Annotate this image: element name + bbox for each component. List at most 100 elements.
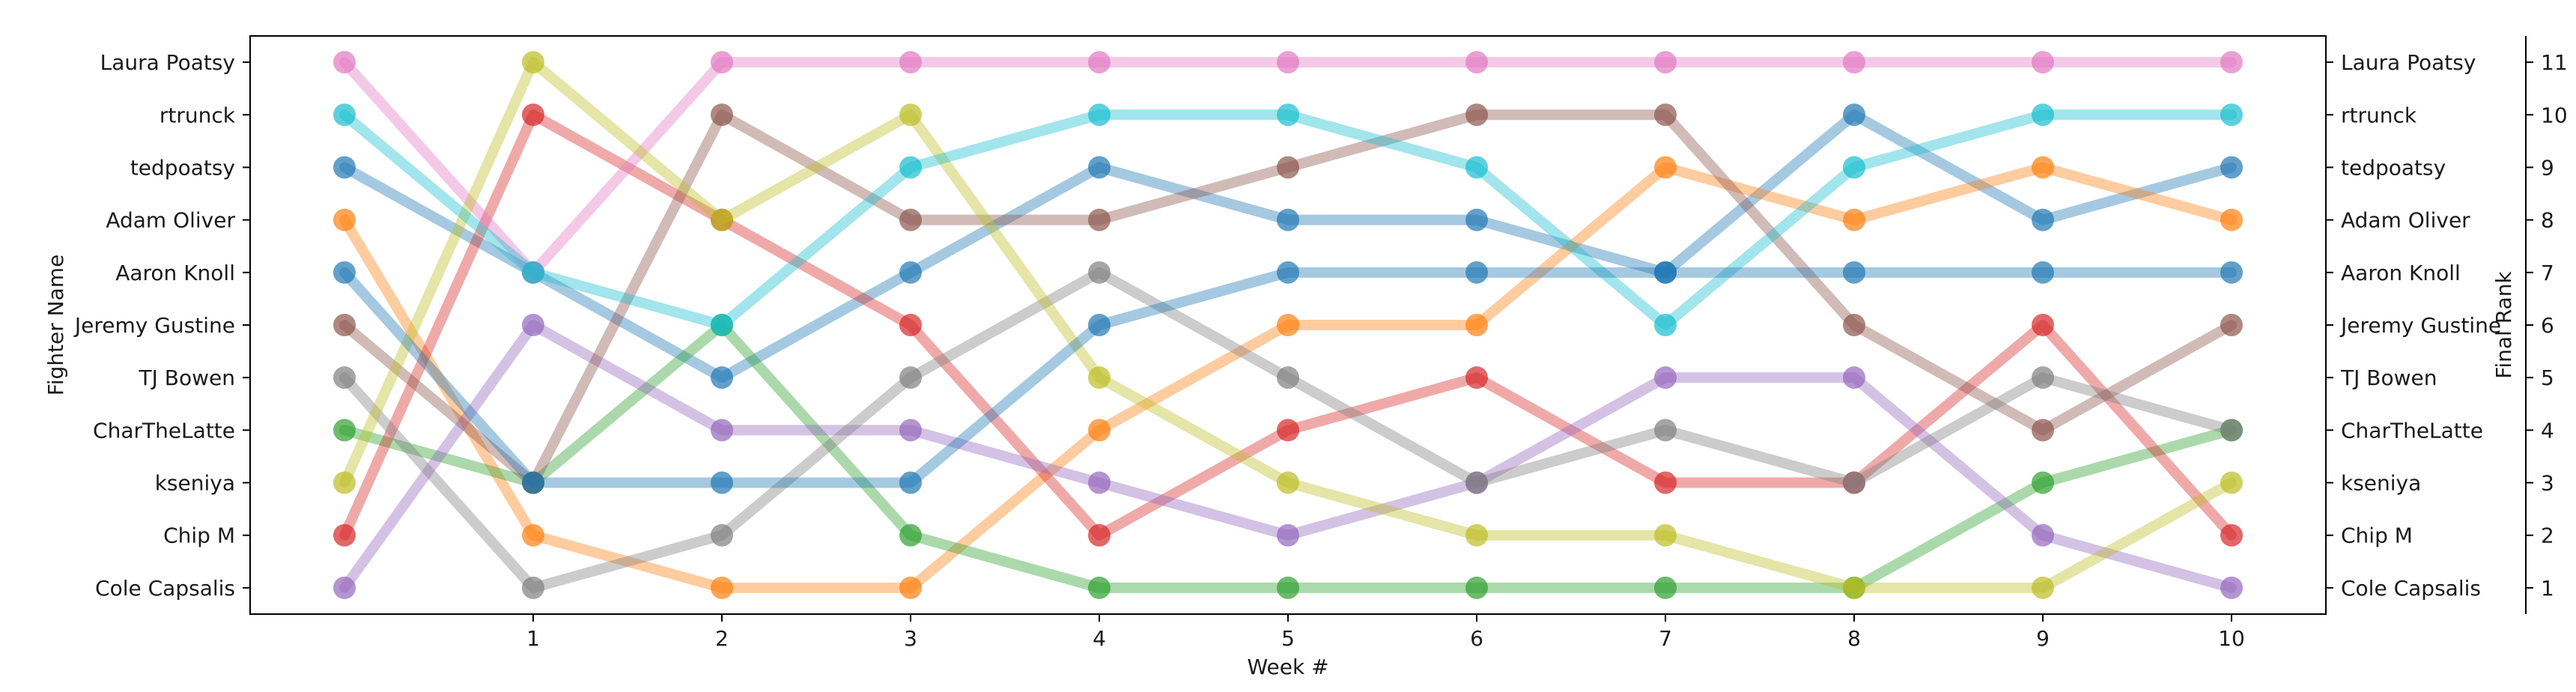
data-point — [1277, 471, 1299, 494]
y-tick-label: Cole Capsalis — [95, 576, 235, 601]
data-point — [1277, 419, 1299, 442]
data-point — [1277, 314, 1299, 336]
right-tick-label: Cole Capsalis — [2341, 576, 2481, 601]
x-tick-label: 7 — [1659, 626, 1672, 651]
data-point — [2032, 576, 2054, 599]
data-point — [1465, 51, 1488, 74]
data-point — [1654, 261, 1677, 284]
data-point — [333, 103, 356, 127]
data-point — [2220, 103, 2243, 127]
x-tick-label: 8 — [1847, 626, 1861, 651]
x-tick-label: 9 — [2036, 626, 2050, 651]
y-tick-label: TJ Bowen — [139, 365, 235, 390]
y-tick-label: Chip M — [163, 523, 235, 548]
data-point — [1088, 576, 1111, 599]
data-point — [1654, 366, 1677, 389]
data-point — [2032, 261, 2054, 284]
x-tick-label: 6 — [1470, 626, 1483, 651]
data-point — [1654, 419, 1677, 442]
data-point — [2220, 471, 2243, 494]
y-axis-title: Fighter Name — [43, 255, 68, 396]
data-point — [1088, 103, 1111, 127]
data-point — [1843, 51, 1865, 74]
series-9 — [333, 51, 2243, 599]
data-point — [711, 576, 733, 599]
data-point — [333, 51, 356, 74]
data-point — [333, 261, 356, 284]
data-point — [1088, 366, 1111, 389]
data-point — [711, 471, 733, 494]
series-10 — [333, 103, 2243, 336]
data-point — [2220, 208, 2243, 231]
right-tick-label: tedpoatsy — [2341, 155, 2446, 180]
y-tick-label: Jeremy Gustine — [73, 313, 235, 338]
data-point — [2032, 366, 2054, 389]
data-point — [2032, 419, 2054, 442]
data-point — [711, 523, 733, 547]
rank-tick-label: 4 — [2541, 418, 2554, 443]
rank-tick-label: 10 — [2541, 103, 2568, 127]
rank-tick-label: 11 — [2541, 50, 2568, 75]
series-2 — [333, 156, 2243, 599]
data-point — [711, 103, 733, 127]
series-layer — [333, 51, 2243, 599]
data-point — [1088, 523, 1111, 547]
data-point — [899, 366, 922, 389]
data-point — [899, 523, 922, 547]
data-point — [1088, 261, 1111, 284]
data-point — [522, 103, 544, 127]
y-tick-label: Aaron Knoll — [115, 261, 235, 285]
data-point — [1088, 419, 1111, 442]
data-point — [1654, 314, 1677, 336]
y-tick-label: Laura Poatsy — [100, 50, 235, 75]
data-point — [1088, 314, 1111, 336]
data-point — [899, 208, 922, 231]
series-1 — [333, 103, 2243, 389]
rank-tick-label: 6 — [2541, 313, 2554, 338]
data-point — [1654, 156, 1677, 179]
data-point — [1654, 103, 1677, 127]
data-point — [333, 419, 356, 442]
data-point — [2220, 314, 2243, 336]
data-point — [333, 208, 356, 231]
data-point — [1465, 156, 1488, 179]
data-point — [1277, 208, 1299, 231]
right-tick-label: Chip M — [2341, 523, 2413, 548]
data-point — [1843, 156, 1865, 179]
rank-tick-label: 9 — [2541, 155, 2554, 180]
data-point — [899, 51, 922, 74]
data-point — [2032, 314, 2054, 336]
right-tick-label: TJ Bowen — [2340, 365, 2437, 390]
data-point — [1465, 314, 1488, 336]
data-point — [1654, 576, 1677, 599]
data-point — [899, 471, 922, 494]
x-tick-label: 3 — [904, 626, 917, 651]
x-tick-label: 10 — [2218, 626, 2245, 651]
data-point — [333, 366, 356, 389]
data-point — [899, 103, 922, 127]
data-point — [2032, 208, 2054, 231]
data-point — [522, 261, 544, 284]
y-tick-label: rtrunck — [160, 103, 236, 127]
data-point — [522, 471, 544, 494]
data-point — [1465, 103, 1488, 127]
data-point — [1654, 51, 1677, 74]
ticks-layer: 1 2 3 4 5 6 7 8 9 10 Cole Capsalis Chip M kseniya Cha… — [73, 50, 2568, 651]
data-point — [1654, 471, 1677, 494]
y-tick-label: kseniya — [155, 471, 235, 496]
x-tick-label: 2 — [715, 626, 729, 651]
data-point — [2032, 51, 2054, 74]
data-point — [2220, 576, 2243, 599]
data-point — [1465, 523, 1488, 547]
data-point — [1277, 51, 1299, 74]
data-point — [2220, 523, 2243, 547]
series-8 — [333, 261, 2243, 599]
data-point — [1843, 471, 1865, 494]
data-point — [711, 51, 733, 74]
data-point — [1843, 103, 1865, 127]
data-point — [522, 314, 544, 336]
data-point — [899, 314, 922, 336]
right-tick-label: Aaron Knoll — [2341, 261, 2461, 285]
data-point — [1465, 366, 1488, 389]
